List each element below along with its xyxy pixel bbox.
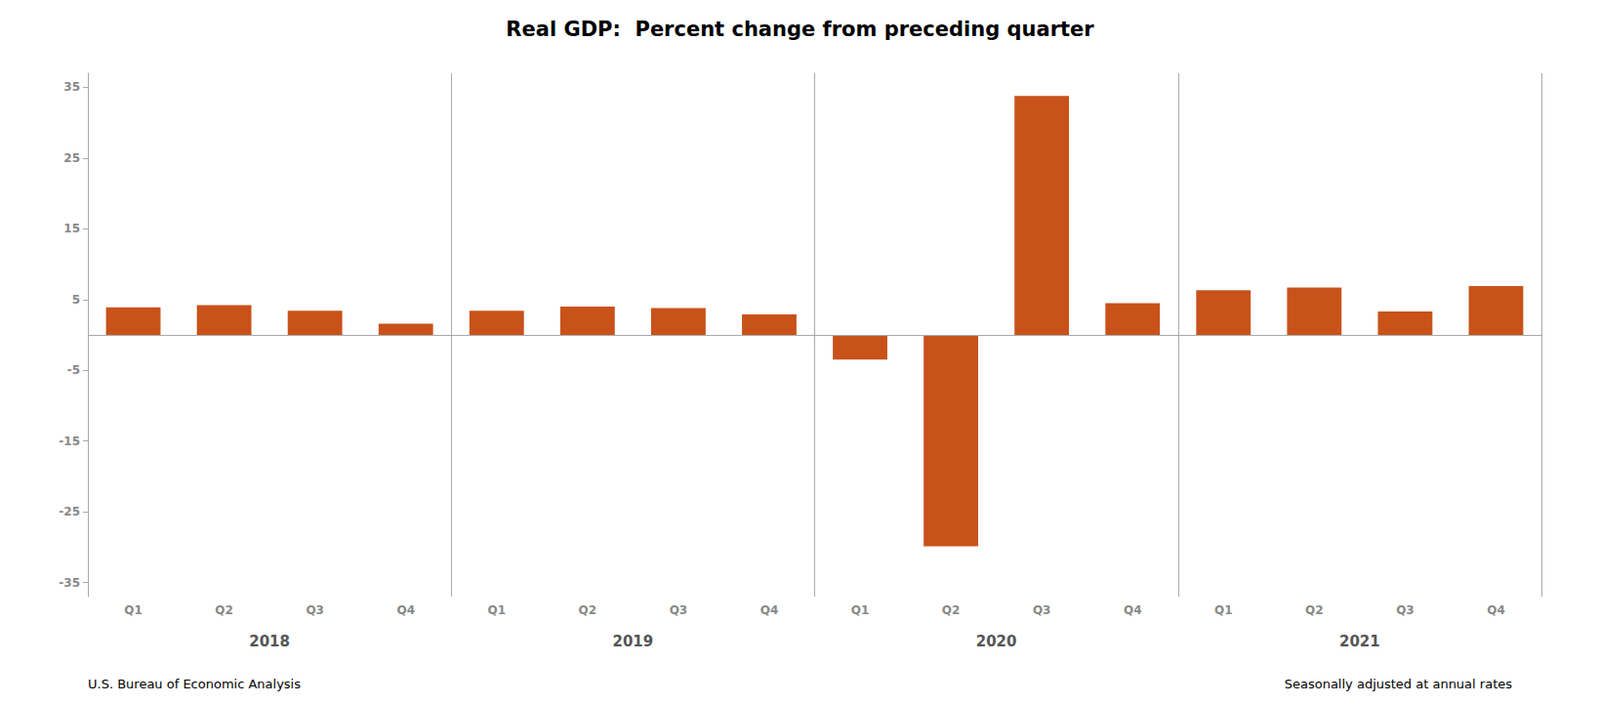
- svg-text:2018: 2018: [248, 632, 290, 651]
- svg-text:Q1: Q1: [488, 603, 507, 617]
- svg-text:2021: 2021: [1339, 632, 1381, 651]
- svg-text:Q1: Q1: [1214, 603, 1233, 617]
- svg-text:15: 15: [63, 221, 81, 236]
- svg-text:Q2: Q2: [1305, 603, 1324, 617]
- svg-text:2020: 2020: [976, 632, 1018, 651]
- svg-text:Seasonally adjusted at annual: Seasonally adjusted at annual rates: [1284, 676, 1514, 692]
- svg-text:Q1: Q1: [123, 603, 143, 617]
- svg-text:Q3: Q3: [1395, 603, 1415, 617]
- svg-text:U.S. Bureau of Economic Analys: U.S. Bureau of Economic Analysis: [87, 676, 301, 692]
- svg-text:Q2: Q2: [942, 603, 961, 617]
- svg-text:Q3: Q3: [305, 603, 325, 617]
- svg-text:Real GDP: Percent change from: Real GDP: Percent change from preceding …: [505, 17, 1095, 42]
- svg-text:Q4: Q4: [760, 603, 780, 617]
- svg-text:Q4: Q4: [1486, 603, 1506, 617]
- svg-text:Q2: Q2: [214, 603, 234, 617]
- svg-text:Q3: Q3: [669, 603, 689, 617]
- svg-text:-15: -15: [58, 434, 81, 449]
- svg-text:35: 35: [63, 80, 81, 94]
- svg-text:Q2: Q2: [578, 603, 598, 617]
- svg-text:25: 25: [63, 151, 81, 165]
- svg-text:Q1: Q1: [851, 603, 870, 617]
- svg-text:-25: -25: [58, 504, 81, 519]
- svg-text:Q4: Q4: [396, 603, 415, 617]
- svg-text:Q4: Q4: [1123, 603, 1143, 617]
- svg-text:-35: -35: [58, 575, 81, 590]
- svg-text:-5: -5: [67, 363, 81, 377]
- svg-text:2019: 2019: [613, 632, 655, 651]
- svg-text:Q3: Q3: [1032, 603, 1052, 617]
- svg-text:5: 5: [72, 292, 81, 307]
